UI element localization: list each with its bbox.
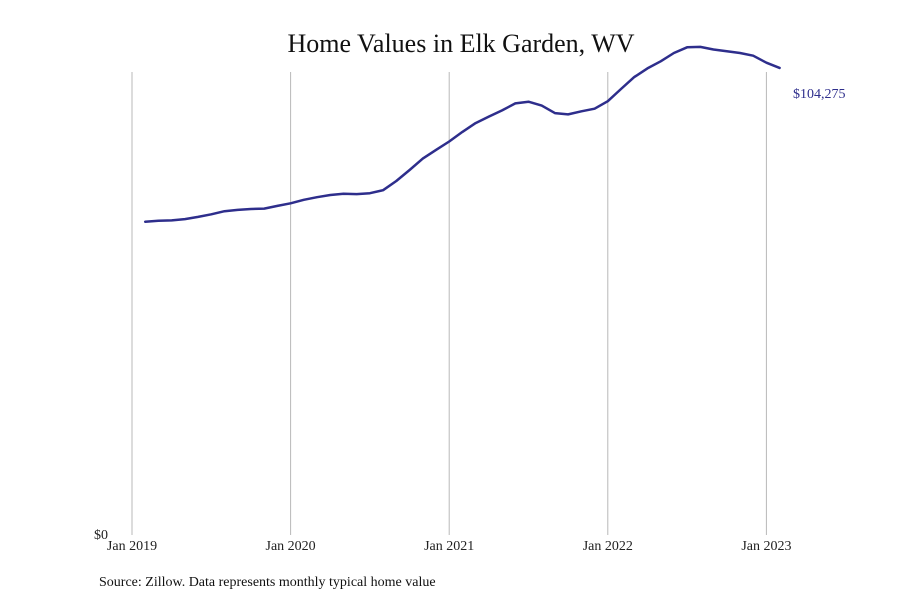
- x-tick-label: Jan 2021: [424, 539, 474, 554]
- x-tick-label: Jan 2019: [107, 539, 157, 554]
- chart-title: Home Values in Elk Garden, WV: [287, 29, 634, 58]
- source-note: Source: Zillow. Data represents monthly …: [99, 575, 436, 590]
- x-tick-label: Jan 2020: [266, 539, 316, 554]
- x-tick-label: Jan 2022: [583, 539, 633, 554]
- x-tick-label: Jan 2023: [741, 539, 791, 554]
- gridlines: [131, 72, 767, 535]
- end-value-label: $104,275: [793, 87, 846, 102]
- x-axis-ticks: Jan 2019 Jan 2020 Jan 2021 Jan 2022 Jan 2023: [107, 539, 792, 554]
- home-value-line: [143, 45, 781, 223]
- y-tick-label: $0: [94, 528, 108, 543]
